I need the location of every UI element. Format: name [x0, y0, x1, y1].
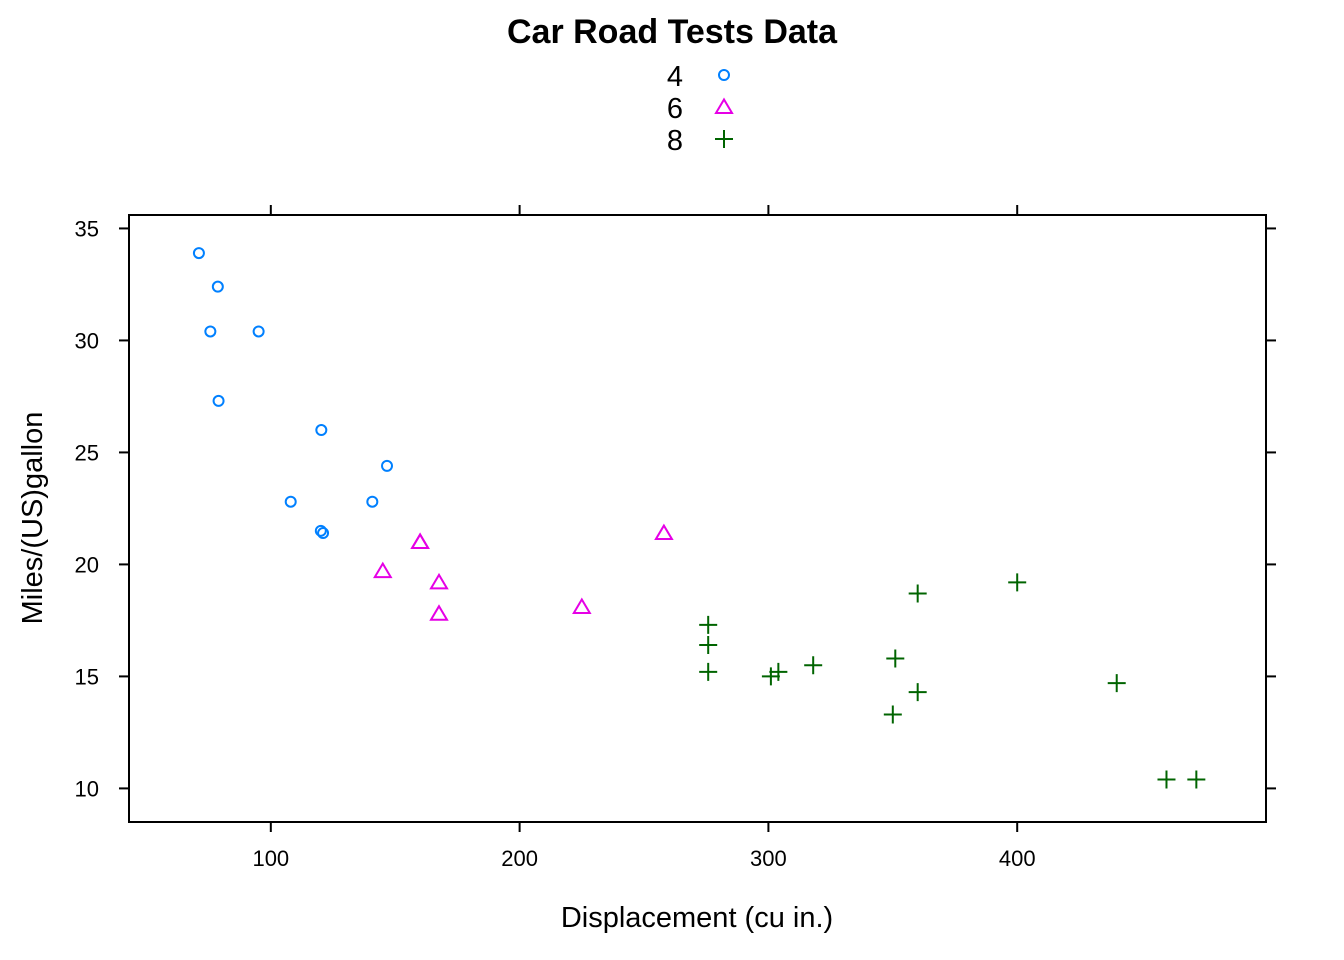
x-axis-label: Displacement (cu in.) — [561, 902, 833, 934]
x-tick-label: 200 — [501, 846, 538, 871]
legend-label-6: 6 — [667, 93, 683, 125]
legend-label-4: 4 — [667, 61, 683, 93]
legend: 468 — [667, 61, 734, 157]
data-point-cyl-4 — [366, 495, 379, 508]
data-point-cyl-6 — [429, 572, 449, 590]
y-tick-label: 30 — [75, 328, 99, 353]
legend-marker-6 — [714, 97, 734, 114]
data-point-cyl-6 — [429, 604, 449, 621]
legend-label-8: 8 — [667, 125, 683, 157]
data-point-cyl-8 — [886, 649, 905, 668]
legend-marker-8 — [715, 130, 733, 148]
data-point-cyl-8 — [883, 705, 902, 724]
data-point-cyl-4 — [211, 280, 224, 293]
y-tick-label: 25 — [75, 440, 99, 465]
y-tick-label: 20 — [75, 552, 99, 577]
chart-title: Car Road Tests Data — [507, 13, 838, 51]
data-point-cyl-4 — [314, 524, 327, 537]
y-tick-label: 10 — [75, 776, 99, 801]
axes: 100 200 300 400 10 15 20 25 30 35 — [75, 205, 1276, 871]
y-tick-label: 15 — [75, 664, 99, 689]
data-point-cyl-4 — [204, 325, 217, 338]
data-point-cyl-8 — [908, 584, 927, 603]
data-point-cyl-6 — [572, 597, 592, 614]
data-point-cyl-4 — [381, 459, 394, 472]
data-point-cyl-8 — [699, 662, 718, 681]
data-point-cyl-8 — [804, 656, 823, 675]
x-tick-label: 100 — [252, 846, 289, 871]
x-tick-label: 400 — [999, 846, 1036, 871]
data-point-cyl-8 — [1107, 674, 1126, 693]
data-point-cyl-8 — [908, 683, 927, 702]
data-point-cyl-8 — [761, 667, 780, 686]
plot-frame — [128, 214, 1267, 823]
data-point-cyl-6 — [654, 523, 674, 541]
y-tick-label: 35 — [75, 216, 99, 241]
data-point-cyl-4 — [284, 495, 297, 508]
data-point-cyl-8 — [1008, 573, 1027, 592]
legend-marker-4 — [718, 69, 730, 81]
data-point-cyl-8 — [1187, 770, 1206, 789]
data-point-cyl-4 — [212, 394, 225, 407]
data-point-cyl-8 — [699, 615, 718, 634]
data-point-cyl-4 — [252, 325, 265, 338]
data-point-cyl-4 — [192, 247, 205, 260]
data-point-cyl-8 — [1157, 770, 1176, 789]
x-tick-label: 300 — [750, 846, 787, 871]
data-point-cyl-6 — [410, 532, 430, 550]
y-axis-label: Miles/(US)gallon — [17, 412, 49, 625]
data-point-cyl-8 — [699, 636, 718, 655]
data-point-cyl-4 — [315, 424, 328, 437]
data-point-cyl-8 — [769, 662, 788, 681]
data-point-cyl-6 — [410, 532, 430, 550]
data-point-cyl-6 — [373, 561, 393, 579]
data-point-cyl-4 — [317, 527, 330, 540]
data-points — [192, 247, 1206, 789]
